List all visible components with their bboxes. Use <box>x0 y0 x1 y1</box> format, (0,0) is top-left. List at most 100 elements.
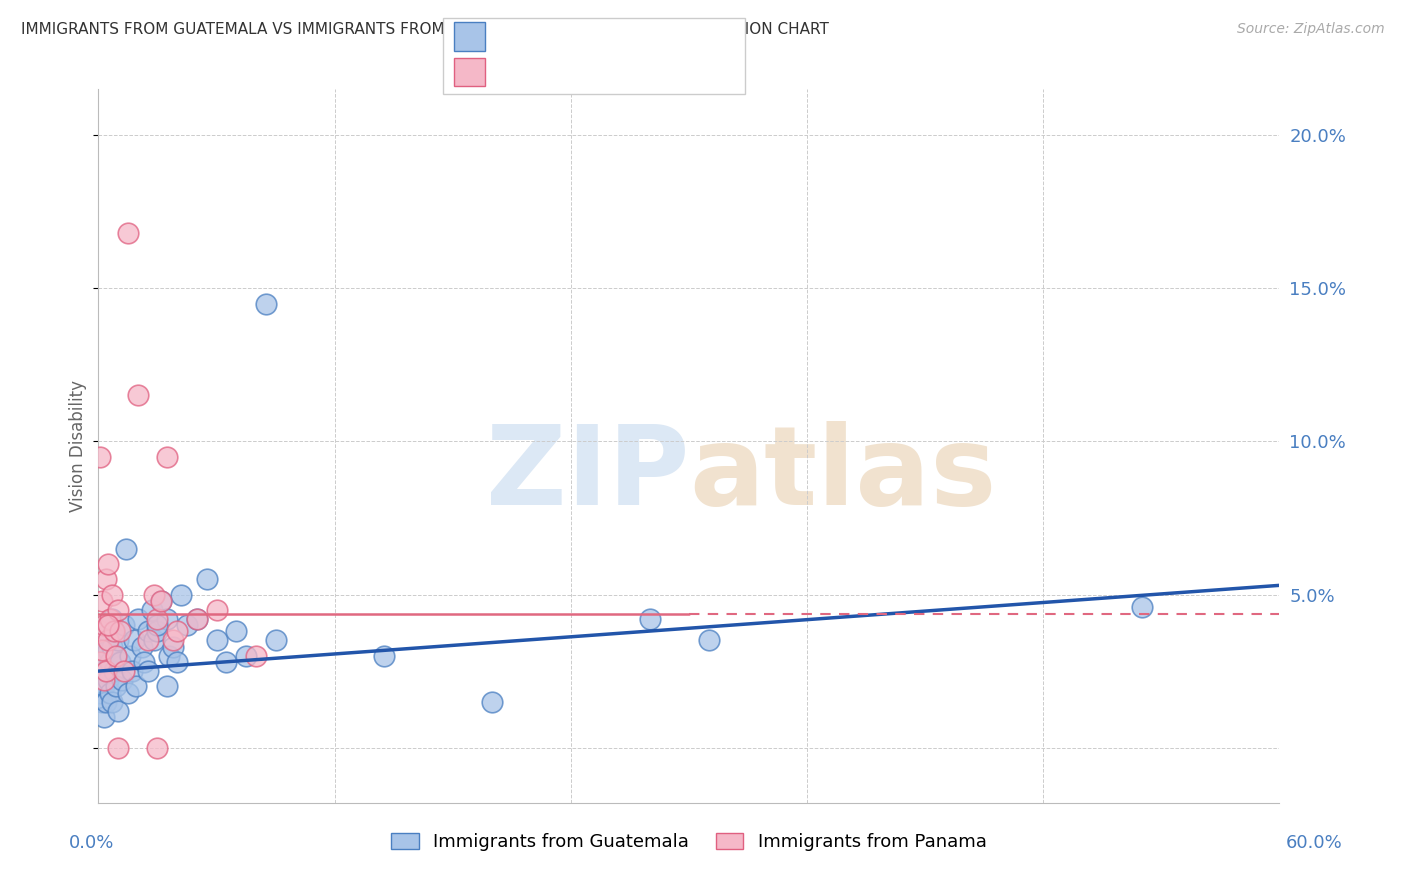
Point <box>162 633 184 648</box>
Point <box>215 655 238 669</box>
Point <box>108 624 131 639</box>
Point <box>89 450 111 464</box>
Point <box>127 612 149 626</box>
Point <box>254 296 277 310</box>
Point <box>132 655 155 669</box>
Point <box>89 624 111 639</box>
Point <box>146 624 169 639</box>
Text: 0.258: 0.258 <box>543 30 600 48</box>
Point <box>170 588 193 602</box>
Point <box>101 640 124 654</box>
Point <box>89 655 111 669</box>
Point <box>112 618 135 632</box>
Point <box>103 664 125 678</box>
Point <box>96 572 118 586</box>
Point <box>98 655 121 669</box>
Point <box>235 648 257 663</box>
Point <box>166 655 188 669</box>
Point <box>127 388 149 402</box>
Y-axis label: Vision Disability: Vision Disability <box>69 380 87 512</box>
Point <box>93 710 115 724</box>
Point <box>107 740 129 755</box>
Point <box>122 633 145 648</box>
Point <box>93 648 115 663</box>
Point <box>156 612 179 626</box>
Point <box>96 695 118 709</box>
Point <box>118 648 141 663</box>
Point <box>97 673 120 688</box>
Point <box>697 633 720 648</box>
Point <box>245 648 267 663</box>
Text: ZIP: ZIP <box>485 421 689 528</box>
Point <box>91 664 114 678</box>
Point <box>93 673 115 688</box>
Point <box>105 648 128 663</box>
Point <box>111 673 134 688</box>
Point <box>96 664 118 678</box>
Point <box>89 673 111 688</box>
Point <box>136 664 159 678</box>
Point <box>103 624 125 639</box>
Point <box>162 640 184 654</box>
Point <box>205 633 228 648</box>
Text: R =: R = <box>496 30 536 48</box>
Point <box>156 450 179 464</box>
Point <box>108 655 131 669</box>
Point <box>176 618 198 632</box>
Point <box>195 572 218 586</box>
Point <box>146 740 169 755</box>
Text: atlas: atlas <box>689 421 997 528</box>
Point <box>136 633 159 648</box>
Text: N = 66: N = 66 <box>616 30 690 48</box>
Point <box>225 624 247 639</box>
Point <box>481 695 503 709</box>
Point <box>96 624 118 639</box>
Point <box>142 633 165 648</box>
Point <box>264 633 287 648</box>
Point <box>186 612 208 626</box>
Point <box>98 685 121 699</box>
Point <box>146 618 169 632</box>
Point <box>97 618 120 632</box>
Point <box>96 664 118 678</box>
Point <box>97 633 120 648</box>
Point <box>156 680 179 694</box>
Text: 60.0%: 60.0% <box>1286 834 1343 852</box>
Point <box>93 680 115 694</box>
Point <box>146 612 169 626</box>
Point <box>166 624 188 639</box>
Point <box>93 618 115 632</box>
Point <box>91 695 114 709</box>
Point <box>115 541 138 556</box>
Text: N = 33: N = 33 <box>616 66 690 84</box>
Point <box>125 680 148 694</box>
Point <box>101 695 124 709</box>
Legend: Immigrants from Guatemala, Immigrants from Panama: Immigrants from Guatemala, Immigrants fr… <box>384 825 994 858</box>
Point <box>107 633 129 648</box>
Point <box>91 642 114 657</box>
Point <box>1130 599 1153 614</box>
Point <box>89 655 111 669</box>
Text: Source: ZipAtlas.com: Source: ZipAtlas.com <box>1237 22 1385 37</box>
Point <box>103 624 125 639</box>
Text: R =: R = <box>496 66 536 84</box>
Point <box>97 618 120 632</box>
Text: -0.002: -0.002 <box>543 66 600 84</box>
Point <box>150 593 173 607</box>
Point <box>373 648 395 663</box>
Point <box>136 624 159 639</box>
Point <box>150 593 173 607</box>
Point <box>205 603 228 617</box>
Point <box>131 640 153 654</box>
Point <box>141 603 163 617</box>
Point <box>101 612 124 626</box>
Point <box>98 612 121 626</box>
Point <box>97 557 120 571</box>
Point <box>121 664 143 678</box>
Point <box>91 593 114 607</box>
Point <box>93 633 115 648</box>
Point <box>117 226 139 240</box>
Point <box>112 664 135 678</box>
Point <box>107 704 129 718</box>
Point <box>105 680 128 694</box>
